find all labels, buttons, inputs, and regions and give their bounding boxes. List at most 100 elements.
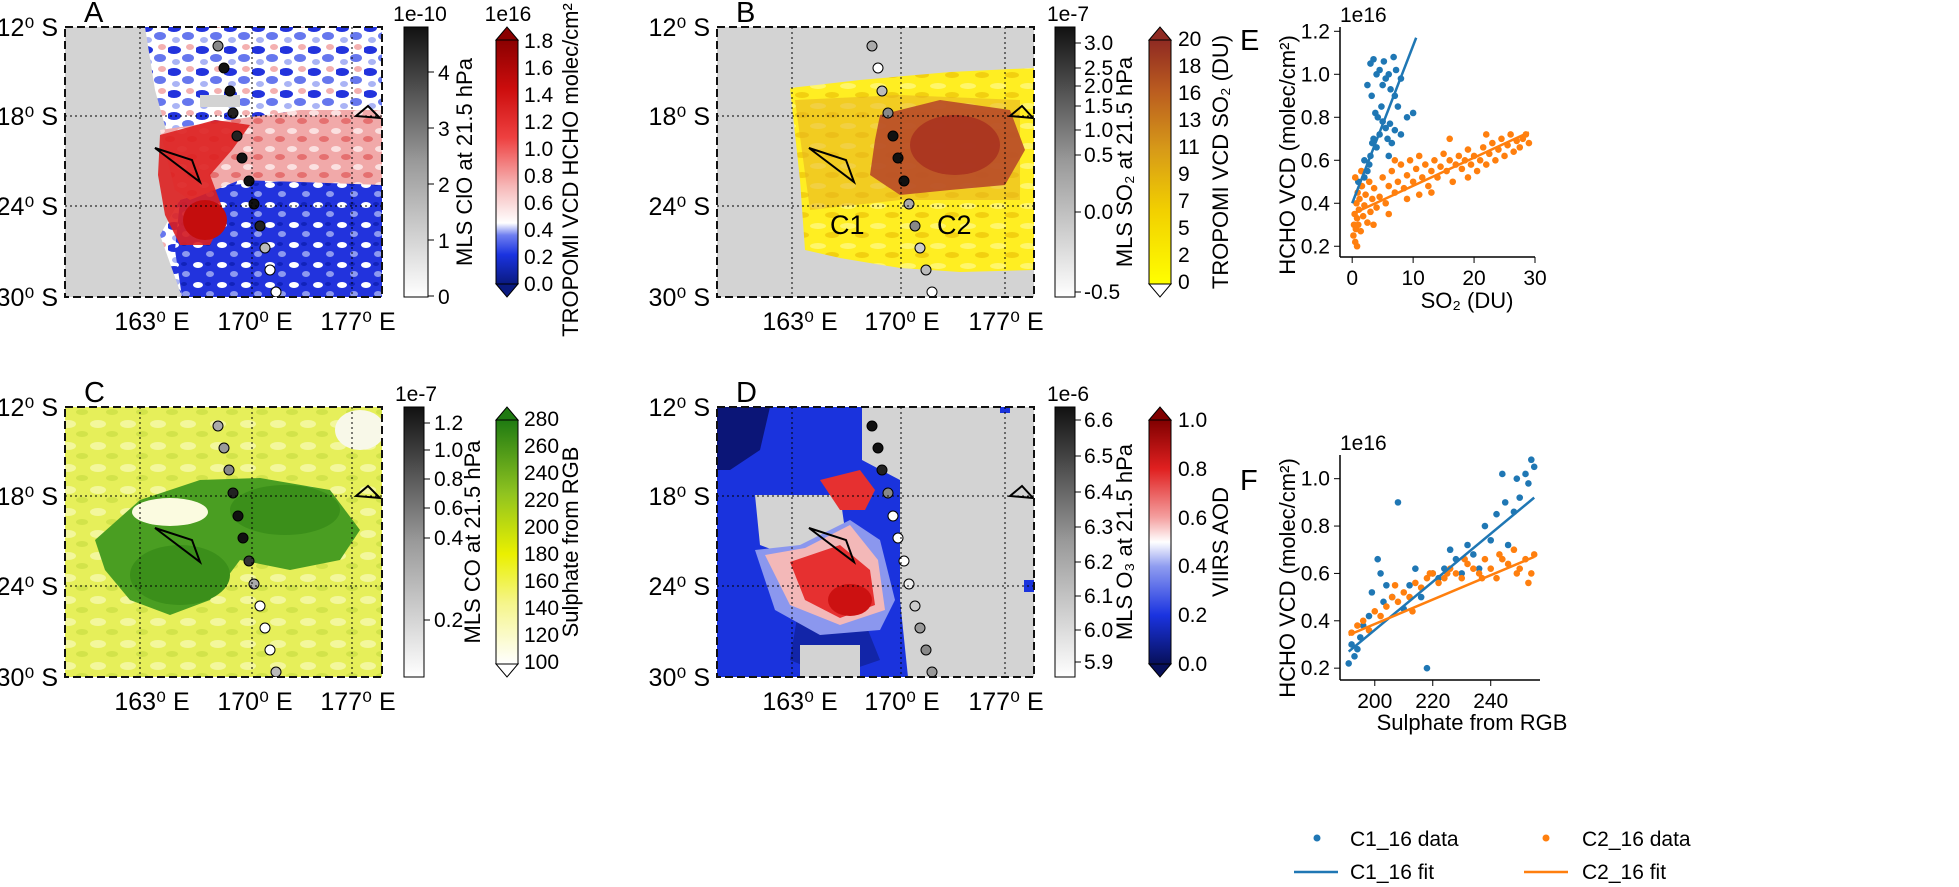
y-tick-label: 0.6	[1301, 149, 1330, 172]
cb-tick: 2	[438, 174, 450, 197]
c2-data-point	[1357, 227, 1365, 235]
c2-data-point	[1362, 191, 1369, 198]
panel-c-map	[65, 407, 382, 677]
mls-point	[920, 264, 932, 276]
c2-data-point	[1394, 178, 1402, 186]
mls-point	[212, 420, 224, 432]
x-tick-label: 200	[1357, 690, 1392, 713]
c1-data-point	[1504, 541, 1512, 549]
c2-data-point	[1423, 574, 1431, 582]
colorbar-extend-top	[494, 26, 520, 41]
lon-tick: 170⁰ E	[864, 308, 939, 336]
mls-point	[259, 622, 271, 634]
c2-data-point	[1498, 135, 1505, 143]
cb-tick: 0	[1178, 271, 1190, 294]
c1-data-point	[1493, 510, 1500, 518]
cb-tick: 180	[524, 543, 559, 566]
c1-data-point	[1391, 126, 1399, 134]
mls-point	[926, 666, 938, 677]
c1-data-point	[1458, 570, 1466, 577]
c2-data-point	[1371, 608, 1379, 615]
panel-letter: A	[84, 0, 104, 29]
cb-tick: 1.8	[524, 30, 553, 53]
c2-data-point	[1391, 156, 1399, 164]
c2-data-point	[1394, 598, 1402, 606]
cb-tick: 220	[524, 489, 559, 512]
mls-point	[903, 198, 915, 210]
panel-b-mls-ticks: 3.0 2.5 2.0 1.5 1.0 0.5 0.0 -0.5	[1075, 32, 1120, 304]
panel-d-nodata-patch	[800, 645, 860, 677]
c2-data-point	[1473, 167, 1481, 175]
panel-d: 12⁰ S 18⁰ S 24⁰ S 30⁰ S 163⁰ E 170⁰ E 17…	[649, 377, 1233, 716]
x-axis-label: SO₂ (DU)	[1421, 288, 1514, 313]
mls-point	[237, 532, 249, 544]
mls-point	[270, 666, 282, 677]
panel-a-gap	[200, 95, 240, 107]
cb-tick: 16	[1178, 82, 1201, 105]
y-tick-label: 0.4	[1301, 610, 1331, 633]
lon-tick: 177⁰ E	[320, 308, 395, 336]
c2-data-point	[1476, 156, 1484, 164]
lat-tick: 30⁰ S	[0, 664, 58, 692]
y-tick-label: 1.2	[1301, 20, 1330, 43]
panel-c-volcano-wedge	[154, 527, 203, 565]
panel-letter: C	[84, 377, 105, 409]
cb-tick: 240	[524, 462, 559, 485]
mls-point	[231, 130, 243, 142]
cb-tick: 4	[438, 62, 450, 85]
c1-data-point	[1348, 641, 1355, 648]
panel-b-field-ticks: 20 18 16 13 11 9 7 5 2 0	[1178, 28, 1201, 294]
lat-tick: 24⁰ S	[0, 573, 58, 601]
cb-tick: 7	[1178, 190, 1190, 213]
lat-tick: 24⁰ S	[649, 193, 710, 221]
c1-data-point	[1365, 612, 1373, 620]
c2-data-point	[1351, 174, 1359, 181]
c1-data-point	[1383, 581, 1390, 589]
colorbar-extend-bottom	[494, 283, 520, 298]
c1-data-point	[1513, 475, 1521, 482]
cluster-label-c2: C2	[937, 210, 972, 240]
mls-point	[872, 62, 884, 74]
lon-tick: 177⁰ E	[968, 688, 1043, 716]
c2-data-point	[1370, 221, 1377, 229]
c2-data-point	[1403, 172, 1411, 179]
c2-data-point	[1441, 574, 1448, 582]
colorbar-extend-bottom	[1147, 283, 1173, 298]
c1-fit-line	[1351, 37, 1418, 204]
c2-data-point	[1496, 551, 1503, 558]
mls-point	[248, 198, 260, 210]
plot-e: 0.2 0.4 0.6 0.8 1.0 1.2 0 10 20 30	[1301, 20, 1547, 290]
c2-data-point	[1353, 242, 1361, 250]
cb-tick: -0.5	[1084, 281, 1120, 304]
cb-tick: 0.4	[434, 527, 464, 550]
panel-d-field-colorbar	[1148, 419, 1172, 665]
c2-data-point	[1422, 161, 1429, 168]
mls-point	[892, 152, 904, 164]
c2-data-point	[1373, 204, 1380, 211]
c1-data-point	[1403, 113, 1411, 121]
c1-data-point	[1475, 565, 1483, 572]
c2-data-point	[1354, 221, 1362, 229]
y-tick-label: 0.4	[1301, 192, 1331, 215]
cb-tick: 140	[524, 597, 559, 620]
colorbar-extend-top	[494, 406, 520, 421]
panel-c-mls-ticks: 1.2 1.0 0.8 0.6 0.4 0.2	[424, 412, 464, 632]
panel-letter: D	[736, 377, 757, 409]
panel-c: 12⁰ S 18⁰ S 24⁰ S 30⁰ S 163⁰ E 170⁰ E 17…	[0, 377, 583, 716]
c2-data-point	[1487, 565, 1495, 572]
cb-tick: 0.6	[1178, 507, 1207, 530]
panel-letter: E	[1240, 25, 1259, 57]
mls-point	[872, 442, 884, 454]
c2-data-point	[1458, 165, 1466, 173]
panel-b-mls-track	[866, 40, 938, 297]
c2-data-point	[1412, 579, 1419, 587]
x-tick-label: 0	[1346, 267, 1358, 290]
c1-data-point	[1386, 120, 1394, 128]
c1-data-point	[1423, 664, 1431, 672]
c2-data-point	[1510, 546, 1518, 554]
cb-tick: 1.4	[524, 84, 554, 107]
c2-data-point	[1418, 174, 1426, 181]
panel-d-volcano-wedge	[808, 527, 857, 565]
panel-a-map	[65, 27, 382, 297]
lat-tick: 18⁰ S	[649, 103, 710, 131]
